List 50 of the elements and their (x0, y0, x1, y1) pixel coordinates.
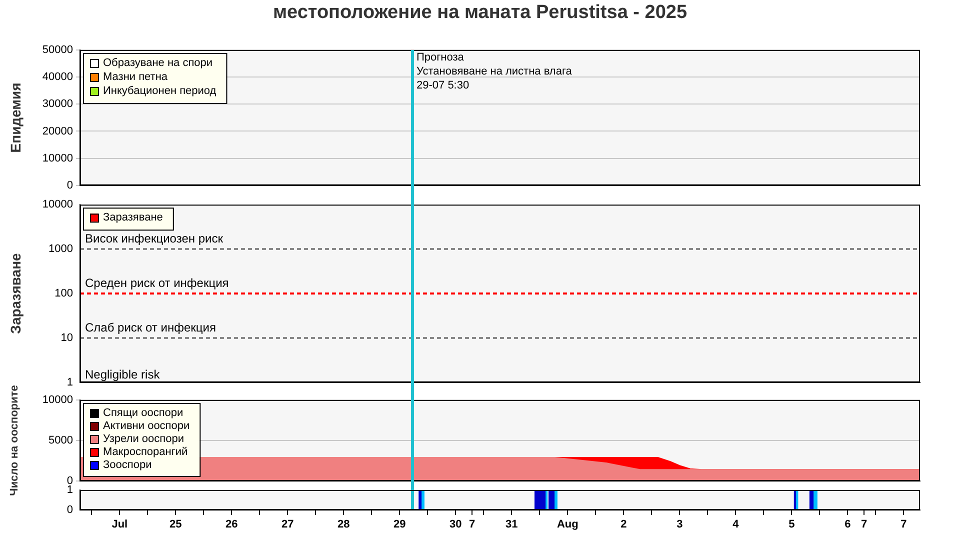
y-tick-label: 10000 (42, 394, 73, 406)
x-tick-label: 2 (620, 518, 627, 531)
x-tick-label: 5 (788, 518, 795, 531)
y-tick-label: 10000 (42, 152, 73, 164)
y-tick-label: 1 (66, 484, 73, 496)
x-tick-label: 7 (900, 518, 907, 531)
y-tick-label: 1000 (48, 243, 73, 256)
y-tick-label: 100 (54, 288, 73, 300)
x-tick-label: 29 (394, 518, 406, 531)
legend-label: Узрели ооспори (103, 433, 184, 446)
y-tick-label: 0 (66, 504, 73, 516)
y-tick-label: 1 (66, 376, 73, 388)
ref-line-label: Слаб риск от инфекция (85, 320, 216, 334)
legend-label: Активни ооспори (103, 420, 190, 432)
x-tick-label: Jul (112, 518, 128, 531)
y-tick-label: 40000 (42, 71, 73, 84)
x-tick-label: 28 (338, 518, 350, 531)
x-tick-label: 26 (226, 518, 238, 531)
y-tick-label: 30000 (42, 98, 73, 110)
y-axis-title: Епидемия (7, 82, 24, 153)
y-tick-label: 10 (60, 332, 73, 344)
x-tick-label: 25 (170, 518, 182, 531)
ref-line-label: Среден риск от инфекция (85, 276, 229, 290)
y-axis-title: Число на ооспорите (8, 385, 21, 496)
x-tick-label: 3 (676, 518, 683, 531)
legend-label: Заразяване (103, 212, 163, 224)
x-tick-label: Aug (556, 518, 578, 531)
y-tick-label: 10000 (42, 198, 73, 211)
y-tick-label: 50000 (42, 44, 73, 56)
y-tick-label: 5000 (48, 434, 73, 447)
y-tick-label: 0 (66, 179, 73, 192)
x-tick-label: 27 (282, 518, 294, 531)
y-tick-label: 20000 (42, 125, 73, 138)
legend-label: Макроспорангий (103, 446, 188, 458)
x-tick-label: 31 (506, 518, 518, 531)
x-tick-label: 7 (860, 518, 868, 531)
annotation: Negligible risk (85, 368, 161, 382)
legend-label: Инкубационен период (103, 85, 217, 98)
x-tick-label: 7 (468, 518, 476, 531)
legend-label: Образуване на спори (103, 57, 213, 70)
legend-label: Спящи ооспори (103, 407, 184, 420)
legend-label: Мазни петна (103, 71, 168, 84)
x-tick-label: 4 (732, 518, 740, 531)
chart-title: местоположение на маната Perustitsa - 2025 (272, 2, 688, 24)
x-tick-label: 6 (844, 518, 851, 531)
ref-line-label: Висок инфекциозен риск (85, 231, 224, 246)
legend-label: Зооспори (103, 459, 152, 472)
y-axis-title: Заразяване (7, 252, 24, 334)
ref-line-label: Прогноза Установяване на листна влага 29-07 5:30 (416, 52, 573, 92)
x-tick-label: 30 (450, 518, 462, 531)
